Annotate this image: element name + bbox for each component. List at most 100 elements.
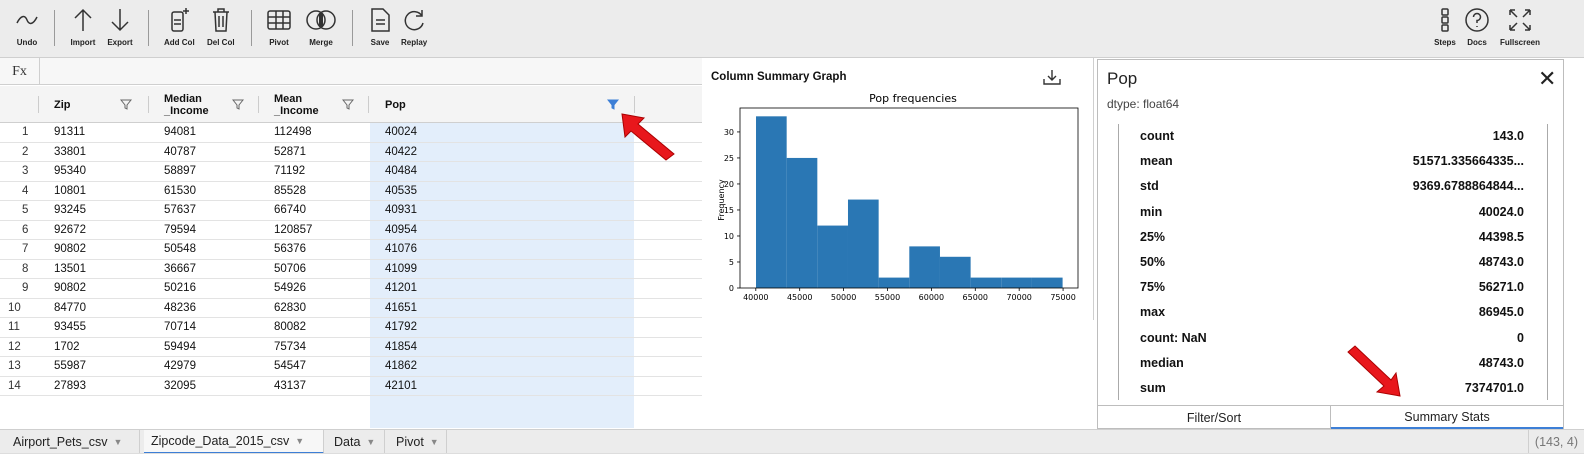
table-cell[interactable]: 32095 <box>164 379 196 392</box>
table-cell[interactable]: 80082 <box>274 321 306 333</box>
table-cell[interactable]: 66740 <box>274 204 306 216</box>
table-cell[interactable]: 41099 <box>385 262 417 275</box>
table-row[interactable]: 4 10801 61530 85528 40535 <box>0 182 702 201</box>
table-cell[interactable]: 90802 <box>54 243 86 255</box>
table-cell[interactable]: 41651 <box>385 301 417 314</box>
table-row[interactable]: 14 27893 32095 43137 42101 <box>0 377 702 396</box>
table-cell[interactable]: 94081 <box>164 126 196 138</box>
table-cell[interactable]: 41854 <box>385 340 417 353</box>
table-cell[interactable]: 58897 <box>164 165 196 177</box>
column-header-mean-income[interactable]: Mean _Income <box>274 86 370 123</box>
filter-icon[interactable] <box>120 98 132 110</box>
sheet-tab-zipcode-data[interactable]: Zipcode_Data_2015_csv ▼ <box>144 430 324 454</box>
table-row[interactable]: 12 1702 59494 75734 41854 <box>0 338 702 357</box>
table-cell[interactable]: 50548 <box>164 243 196 255</box>
chevron-down-icon[interactable]: ▼ <box>295 436 305 446</box>
table-cell[interactable]: 33801 <box>54 145 86 158</box>
table-cell[interactable]: 75734 <box>274 340 306 353</box>
table-cell[interactable]: 42979 <box>164 360 196 372</box>
table-cell[interactable]: 41792 <box>385 321 417 333</box>
fx-button[interactable]: Fx <box>0 58 40 85</box>
table-cell[interactable]: 54926 <box>274 282 306 294</box>
steps-button[interactable]: Steps <box>1432 6 1458 47</box>
sheet-tab-data[interactable]: Data ▼ <box>327 430 385 454</box>
undo-button[interactable]: Undo <box>14 6 40 47</box>
table-cell[interactable]: 54547 <box>274 360 306 372</box>
table-row[interactable]: 1 91311 94081 112498 40024 <box>0 123 702 143</box>
table-cell[interactable]: 93455 <box>54 321 86 333</box>
chevron-down-icon[interactable]: ▼ <box>366 437 376 447</box>
filter-icon[interactable] <box>232 98 244 110</box>
pivot-button[interactable]: Pivot <box>266 6 292 47</box>
column-header-zip[interactable]: Zip <box>54 86 148 123</box>
table-row[interactable]: 7 90802 50548 56376 41076 <box>0 240 702 260</box>
sheet-tab-airport-pets[interactable]: Airport_Pets_csv ▼ <box>6 430 140 454</box>
table-cell[interactable]: 71192 <box>274 165 306 177</box>
table-cell[interactable]: 79594 <box>164 223 196 236</box>
table-cell[interactable]: 50706 <box>274 262 306 275</box>
table-cell[interactable]: 41076 <box>385 243 417 255</box>
table-cell[interactable]: 112498 <box>274 126 312 138</box>
table-cell[interactable]: 27893 <box>54 379 86 392</box>
table-cell[interactable]: 40787 <box>164 145 196 158</box>
table-cell[interactable]: 43137 <box>274 379 306 392</box>
close-icon[interactable]: ✕ <box>1538 66 1557 91</box>
table-cell[interactable]: 56376 <box>274 243 306 255</box>
table-cell[interactable]: 40422 <box>385 145 417 158</box>
table-cell[interactable]: 50216 <box>164 282 196 294</box>
table-row[interactable]: 11 93455 70714 80082 41792 <box>0 318 702 338</box>
fullscreen-button[interactable]: Fullscreen <box>1500 6 1540 47</box>
table-row[interactable]: 8 13501 36667 50706 41099 <box>0 260 702 279</box>
table-cell[interactable]: 95340 <box>54 165 86 177</box>
table-cell[interactable]: 52871 <box>274 145 306 158</box>
table-row[interactable]: 2 33801 40787 52871 40422 <box>0 143 702 162</box>
table-cell[interactable]: 13501 <box>54 262 86 275</box>
table-cell[interactable]: 41862 <box>385 360 417 372</box>
chevron-down-icon[interactable]: ▼ <box>429 437 439 447</box>
table-cell[interactable]: 40931 <box>385 204 417 216</box>
table-row[interactable]: 13 55987 42979 54547 41862 <box>0 357 702 377</box>
table-cell[interactable]: 62830 <box>274 301 306 314</box>
table-cell[interactable]: 40954 <box>385 223 417 236</box>
table-cell[interactable]: 1702 <box>54 340 80 353</box>
export-button[interactable]: Export <box>107 6 133 47</box>
table-cell[interactable]: 93245 <box>54 204 86 216</box>
table-cell[interactable]: 40484 <box>385 165 417 177</box>
table-cell[interactable]: 85528 <box>274 184 306 197</box>
download-icon[interactable] <box>1042 68 1062 86</box>
table-cell[interactable]: 10801 <box>54 184 86 197</box>
table-cell[interactable]: 92672 <box>54 223 86 236</box>
table-cell[interactable]: 36667 <box>164 262 196 275</box>
table-cell[interactable]: 57637 <box>164 204 196 216</box>
formula-input[interactable] <box>41 58 702 85</box>
column-header-median-income[interactable]: Median _Income <box>164 86 260 123</box>
table-row[interactable]: 10 84770 48236 62830 41651 <box>0 299 702 318</box>
table-cell[interactable]: 84770 <box>54 301 86 314</box>
table-cell[interactable]: 91311 <box>54 126 86 138</box>
table-cell[interactable]: 40535 <box>385 184 417 197</box>
table-cell[interactable]: 61530 <box>164 184 196 197</box>
tab-filter-sort[interactable]: Filter/Sort <box>1098 406 1331 430</box>
table-row[interactable]: 3 95340 58897 71192 40484 <box>0 162 702 182</box>
filter-active-icon[interactable] <box>607 98 619 110</box>
table-cell[interactable]: 90802 <box>54 282 86 294</box>
table-cell[interactable]: 42101 <box>385 379 417 392</box>
tab-summary-stats[interactable]: Summary Stats <box>1331 406 1563 430</box>
add-col-button[interactable]: Add Col <box>164 6 195 47</box>
table-row[interactable]: 6 92672 79594 120857 40954 <box>0 221 702 240</box>
table-cell[interactable]: 120857 <box>274 223 313 236</box>
table-cell[interactable]: 55987 <box>54 360 86 372</box>
table-row[interactable]: 9 90802 50216 54926 41201 <box>0 279 702 299</box>
table-cell[interactable]: 40024 <box>385 126 417 138</box>
column-header-pop[interactable]: Pop <box>385 86 635 123</box>
filter-icon[interactable] <box>342 98 354 110</box>
table-row[interactable]: 5 93245 57637 66740 40931 <box>0 201 702 221</box>
docs-button[interactable]: Docs <box>1464 6 1490 47</box>
save-button[interactable]: Save <box>367 6 393 47</box>
table-cell[interactable]: 59494 <box>164 340 196 353</box>
sheet-tab-pivot[interactable]: Pivot ▼ <box>389 430 447 454</box>
table-cell[interactable]: 48236 <box>164 301 196 314</box>
replay-button[interactable]: Replay <box>401 6 427 47</box>
table-cell[interactable]: 70714 <box>164 321 196 333</box>
merge-button[interactable]: Merge <box>304 6 338 47</box>
